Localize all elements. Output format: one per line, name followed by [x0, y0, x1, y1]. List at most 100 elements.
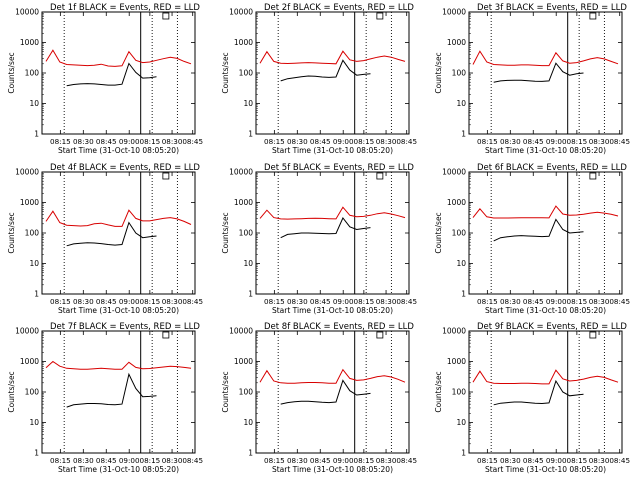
corner-marker-icon — [162, 331, 170, 339]
x-tick-label: 09:00 — [546, 456, 567, 465]
y-axis-label: Counts/sec — [221, 212, 230, 253]
corner-marker-icon — [589, 331, 597, 339]
y-tick-label: 100 — [452, 388, 467, 397]
x-tick-label: 08:30 — [73, 297, 94, 306]
plot-frame — [255, 330, 410, 454]
x-tick-label: 08:45 — [523, 456, 544, 465]
x-tick-label: 08:45 — [96, 456, 117, 465]
y-tick-label: 10000 — [442, 327, 466, 336]
y-axis-label: Counts/sec — [434, 212, 443, 253]
x-tick-label: 08:30 — [500, 456, 521, 465]
y-tick-label: 10000 — [229, 8, 253, 17]
corner-marker-icon — [376, 12, 384, 20]
series-line-lld — [472, 205, 619, 219]
y-axis-label: Counts/sec — [221, 371, 230, 412]
chart-panel-6: Det 6f BLACK = Events, RED = LLD 1 10 100 10… — [434, 163, 630, 315]
x-tick-label: 08:15 — [264, 297, 285, 306]
y-axis-label: Counts/sec — [434, 52, 443, 93]
x-tick-label: 08:45 — [182, 456, 203, 465]
plot-frame — [468, 330, 623, 454]
y-tick-label: 100 — [25, 229, 40, 238]
x-tick-label: 08:15 — [50, 456, 71, 465]
x-tick-label: 08:45 — [609, 137, 630, 146]
x-tick-label: 08:45 — [96, 297, 117, 306]
x-tick-label: 09:00 — [333, 456, 354, 465]
plot-frame — [41, 171, 196, 295]
y-tick-label: 1000 — [447, 38, 466, 47]
y-tick-label: 1000 — [20, 198, 39, 207]
x-tick-label: 09:00 — [333, 297, 354, 306]
y-tick-label: 1 — [34, 290, 39, 299]
y-tick-label: 10000 — [15, 8, 39, 17]
x-tick-label: 08:30 — [376, 297, 397, 306]
x-axis-label: Start Time (31-Oct-10 08:05:20) — [58, 146, 179, 155]
x-tick-label: 08:15 — [477, 297, 498, 306]
x-tick-label: 08:45 — [182, 137, 203, 146]
x-tick-label: 09:00 — [546, 137, 567, 146]
x-tick-label: 08:15 — [567, 456, 588, 465]
x-tick-label: 08:15 — [140, 456, 161, 465]
x-tick-label: 08:15 — [264, 456, 285, 465]
corner-marker-icon — [376, 172, 384, 180]
y-tick-label: 1000 — [20, 357, 39, 366]
x-tick-label: 08:15 — [50, 137, 71, 146]
y-tick-label: 10 — [456, 418, 466, 427]
y-tick-label: 10 — [456, 99, 466, 108]
x-tick-label: 08:30 — [162, 137, 183, 146]
x-tick-label: 08:45 — [396, 137, 417, 146]
x-tick-label: 08:15 — [140, 297, 161, 306]
y-tick-label: 100 — [25, 69, 40, 78]
x-tick-label: 08:30 — [589, 297, 610, 306]
chart-panel-5: Det 5f BLACK = Events, RED = LLD 1 10 100 10… — [221, 163, 417, 315]
x-axis-label: Start Time (31-Oct-10 08:05:20) — [58, 306, 179, 315]
x-tick-label: 09:00 — [333, 137, 354, 146]
x-tick-label: 08:15 — [354, 456, 375, 465]
chart-panel-7: Det 7f BLACK = Events, RED = LLD 1 10 100 10… — [7, 322, 203, 474]
series-line-lld — [472, 50, 619, 67]
series-line-events — [66, 62, 157, 87]
chart-title: Det 9f BLACK = Events, RED = LLD — [477, 322, 627, 332]
series-line-events — [66, 372, 157, 408]
chart-title: Det 6f BLACK = Events, RED = LLD — [477, 163, 627, 173]
chart-title: Det 5f BLACK = Events, RED = LLD — [264, 163, 414, 173]
y-axis-label: Counts/sec — [7, 371, 16, 412]
x-tick-label: 08:45 — [523, 297, 544, 306]
plot-frame — [41, 11, 196, 135]
y-tick-label: 1000 — [234, 198, 253, 207]
x-tick-label: 08:30 — [162, 297, 183, 306]
y-tick-label: 100 — [239, 229, 254, 238]
x-tick-label: 08:30 — [500, 137, 521, 146]
x-tick-label: 08:45 — [96, 137, 117, 146]
x-tick-label: 08:45 — [609, 456, 630, 465]
y-tick-label: 1 — [34, 130, 39, 139]
y-tick-label: 10 — [243, 418, 253, 427]
x-tick-label: 08:15 — [477, 137, 498, 146]
x-tick-label: 08:30 — [287, 297, 308, 306]
series-line-events — [493, 379, 584, 406]
series-line-events — [493, 218, 584, 242]
chart-title: Det 3f BLACK = Events, RED = LLD — [477, 3, 627, 13]
series-line-events — [280, 59, 371, 82]
y-tick-label: 1 — [248, 449, 253, 458]
plot-frame — [468, 171, 623, 295]
x-tick-label: 08:30 — [73, 456, 94, 465]
y-tick-label: 10000 — [229, 168, 253, 177]
x-tick-label: 08:15 — [567, 137, 588, 146]
y-tick-label: 10000 — [229, 327, 253, 336]
x-tick-label: 08:30 — [589, 456, 610, 465]
y-tick-label: 10 — [29, 99, 39, 108]
y-tick-label: 1 — [248, 290, 253, 299]
x-tick-label: 08:45 — [396, 297, 417, 306]
y-axis-label: Counts/sec — [221, 52, 230, 93]
y-axis-label: Counts/sec — [434, 371, 443, 412]
y-axis-label: Counts/sec — [7, 52, 16, 93]
x-tick-label: 08:30 — [287, 456, 308, 465]
y-tick-label: 100 — [452, 229, 467, 238]
x-axis-label: Start Time (31-Oct-10 08:05:20) — [485, 146, 606, 155]
y-tick-label: 1 — [461, 449, 466, 458]
chart-title: Det 8f BLACK = Events, RED = LLD — [264, 322, 414, 332]
x-tick-label: 09:00 — [119, 137, 140, 146]
y-tick-label: 100 — [452, 69, 467, 78]
y-tick-label: 100 — [239, 388, 254, 397]
x-tick-label: 08:45 — [182, 297, 203, 306]
